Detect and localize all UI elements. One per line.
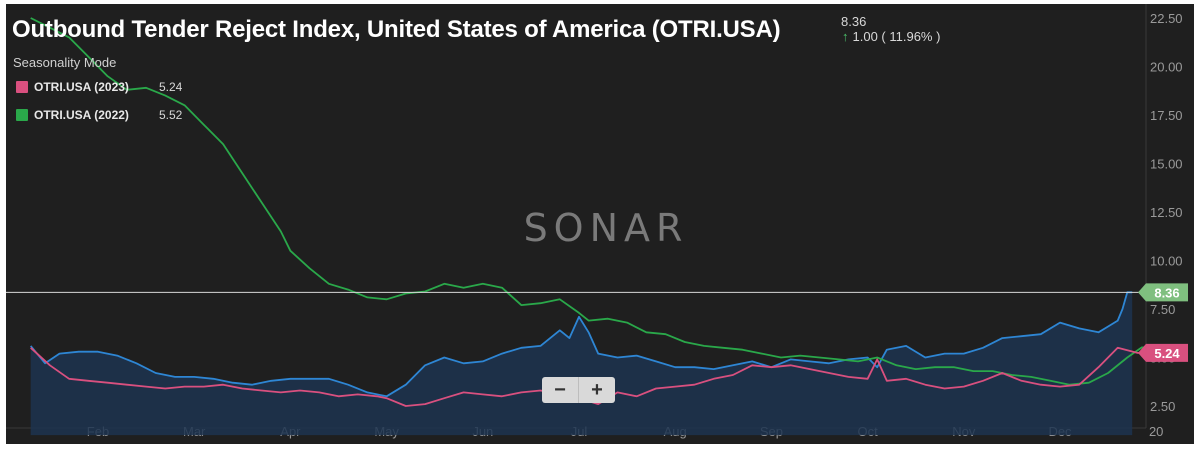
- change-text: 1.00 ( 11.96% ): [852, 29, 941, 44]
- legend-value-2022: 5.52: [159, 108, 183, 122]
- value-badge-label: 5.24: [1154, 346, 1180, 361]
- y-tick-label: 17.50: [1150, 108, 1183, 123]
- series-line-otri-usa-current-: [30, 291, 1133, 398]
- overlay-layer: 8.36 5.24: [6, 283, 1188, 362]
- up-arrow-icon: ↑: [842, 29, 849, 44]
- value-badge: 5.24: [1138, 343, 1188, 362]
- zoom-control: − +: [542, 377, 615, 403]
- last-value: 8.36: [841, 14, 867, 29]
- watermark: SONAR: [524, 206, 689, 250]
- legend-item-2023[interactable]: OTRI.USA (2023) 5.24: [16, 80, 182, 96]
- change-readout: ↑ 1.00 ( 11.96% ): [842, 29, 940, 44]
- value-badge-shape: [1138, 283, 1188, 302]
- value-badge-shape: [1138, 343, 1188, 362]
- series-line-otri-usa-2022-: [30, 17, 1157, 386]
- chart-title: Outbound Tender Reject Index, United Sta…: [12, 16, 781, 43]
- zoom-in-button[interactable]: +: [591, 379, 603, 401]
- legend-label-2023: OTRI.USA (2023): [34, 80, 129, 94]
- legend-item-2022[interactable]: OTRI.USA (2022) 5.52: [16, 108, 182, 124]
- chart-canvas[interactable]: SONAR 2.505.007.5010.0012.5015.0017.5020…: [6, 4, 1194, 444]
- legend-swatch-2023: [16, 81, 28, 93]
- seasonality-mode-label: Seasonality Mode: [13, 55, 117, 70]
- legend-swatch-2022: [16, 109, 28, 121]
- zoom-out-button[interactable]: −: [542, 377, 579, 403]
- y-tick-label: 20.00: [1150, 60, 1183, 75]
- y-tick-label: 7.50: [1150, 302, 1175, 317]
- value-badge: 8.36: [1138, 283, 1188, 302]
- y-tick-label: 22.50: [1150, 11, 1183, 26]
- series-line-otri-usa-2023-: [30, 346, 1157, 407]
- series-layer: [30, 17, 1157, 436]
- chart-panel: SONAR 2.505.007.5010.0012.5015.0017.5020…: [6, 4, 1194, 444]
- y-tick-label: 2.50: [1150, 399, 1175, 414]
- x-tick-label: 20: [1149, 424, 1163, 439]
- y-tick-label: 10.00: [1150, 254, 1183, 269]
- value-badge-label: 8.36: [1154, 285, 1179, 300]
- series-area-current: [30, 292, 1133, 436]
- legend-label-2022: OTRI.USA (2022): [34, 108, 129, 122]
- legend-value-2023: 5.24: [159, 80, 183, 94]
- y-tick-label: 15.00: [1150, 157, 1183, 172]
- y-tick-label: 12.50: [1150, 205, 1183, 220]
